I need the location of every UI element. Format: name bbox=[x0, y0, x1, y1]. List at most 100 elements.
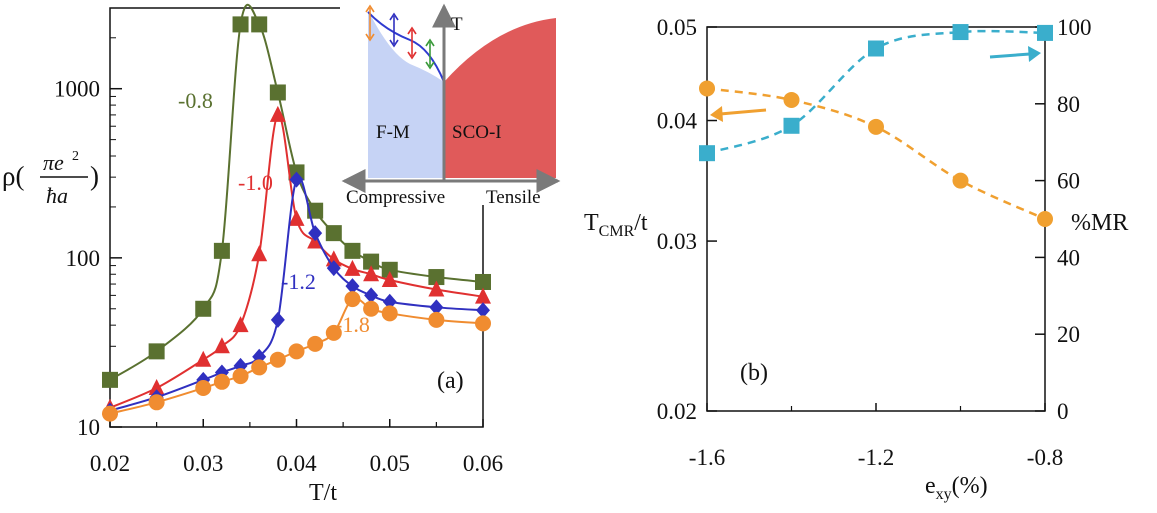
x-tick-label: 0.03 bbox=[183, 451, 223, 476]
data-point bbox=[363, 265, 380, 282]
data-point bbox=[344, 242, 361, 259]
series-line bbox=[109, 113, 484, 409]
data-point bbox=[382, 293, 397, 310]
data-point bbox=[269, 84, 286, 101]
data-point bbox=[364, 287, 379, 304]
series-line bbox=[706, 87, 1046, 221]
x-tick-label: 0.06 bbox=[463, 451, 503, 476]
data-point bbox=[381, 270, 398, 287]
data-point bbox=[148, 343, 165, 360]
y-tick-label: 100 bbox=[66, 246, 101, 271]
data-point bbox=[325, 324, 342, 341]
data-point bbox=[699, 80, 715, 97]
left-y-tick-label: 0.03 bbox=[657, 229, 697, 254]
data-point bbox=[102, 371, 118, 388]
data-point bbox=[269, 351, 286, 368]
data-point bbox=[307, 335, 324, 352]
data-point bbox=[270, 311, 285, 328]
data-point bbox=[1037, 211, 1053, 227]
inset-compressive-label: Compressive bbox=[346, 187, 445, 208]
data-point bbox=[308, 225, 323, 242]
data-point bbox=[699, 145, 715, 162]
data-point bbox=[326, 260, 341, 277]
data-point bbox=[148, 379, 165, 396]
data-point bbox=[251, 359, 268, 376]
data-point bbox=[475, 287, 491, 304]
data-point bbox=[232, 368, 249, 385]
right-y-tick-label: 20 bbox=[1057, 322, 1080, 347]
panel-a-y-axis-label: ρ( πe 2 ħa ) bbox=[2, 149, 99, 208]
data-point bbox=[868, 118, 884, 135]
data-point bbox=[381, 261, 398, 278]
panel-b-left-y-ticks: 0.02 0.03 0.04 0.05 bbox=[657, 15, 717, 424]
right-y-tick-label: 100 bbox=[1057, 15, 1092, 40]
data-point bbox=[345, 278, 360, 295]
data-point bbox=[102, 405, 118, 422]
x-tick-label: -1.6 bbox=[689, 445, 725, 470]
fluctuation-arrows bbox=[365, 4, 435, 70]
panel-b-x-axis-label: exy(%) bbox=[925, 473, 988, 503]
data-point bbox=[251, 245, 268, 262]
panel-b-right-y-axis-label: %MR bbox=[1071, 210, 1128, 236]
panel-b-plot-frame bbox=[706, 26, 1046, 412]
y-tick-label: 1000 bbox=[54, 77, 100, 102]
series-label-0.8: -0.8 bbox=[178, 88, 213, 113]
panel-b-x-ticks: -1.6 -1.2 -0.8 bbox=[689, 403, 1063, 470]
panel-a-x-ticks: 0.02 0.03 0.04 0.05 0.06 bbox=[90, 419, 503, 476]
svg-text:2: 2 bbox=[72, 149, 79, 164]
right-y-tick-label: 60 bbox=[1057, 169, 1080, 194]
inset-sco-label: SCO-I bbox=[452, 122, 502, 143]
data-point bbox=[952, 172, 969, 189]
data-point bbox=[232, 16, 249, 33]
data-point bbox=[325, 225, 342, 242]
data-point bbox=[232, 316, 249, 333]
data-point bbox=[269, 105, 286, 122]
series-right-axis bbox=[699, 80, 1053, 227]
data-point bbox=[213, 373, 230, 390]
panel-b-left-y-axis-label: TCMR/t bbox=[584, 210, 648, 240]
svg-text:): ) bbox=[90, 161, 99, 191]
phase-diagram-inset: T F-M SCO-I Compressive Tensile bbox=[340, 3, 562, 208]
data-point bbox=[344, 259, 361, 276]
panel-a-label: (a) bbox=[437, 368, 464, 394]
data-point bbox=[195, 350, 212, 367]
data-point bbox=[868, 40, 884, 57]
data-point bbox=[213, 337, 230, 354]
panel-b-series bbox=[699, 24, 1053, 227]
panel-a: 0.02 0.03 0.04 0.05 0.06 10 100 1000 T/t ρ( πe… bbox=[2, 3, 562, 506]
data-point bbox=[476, 302, 490, 319]
left-y-tick-label: 0.02 bbox=[657, 399, 697, 424]
data-point bbox=[428, 280, 445, 297]
x-tick-label: 0.04 bbox=[276, 451, 317, 476]
data-point bbox=[381, 305, 398, 322]
x-tick-label: 0.05 bbox=[370, 451, 410, 476]
svg-text:ρ(: ρ( bbox=[2, 161, 24, 191]
data-point bbox=[344, 291, 361, 308]
data-point bbox=[363, 300, 380, 317]
data-point bbox=[363, 253, 380, 270]
svg-text:ħa: ħa bbox=[46, 183, 68, 208]
data-point bbox=[783, 91, 800, 108]
inset-t-label: T bbox=[451, 14, 463, 35]
panel-a-series bbox=[102, 4, 491, 422]
sco-i-region bbox=[444, 18, 556, 178]
data-point bbox=[475, 273, 491, 290]
svg-text:πe: πe bbox=[43, 150, 64, 175]
data-point bbox=[288, 209, 305, 226]
data-point bbox=[307, 202, 324, 219]
panel-b-right-y-ticks: 0 20 40 60 80 100 bbox=[1035, 15, 1092, 424]
left-y-tick-label: 0.05 bbox=[657, 15, 697, 40]
panel-b-label: (b) bbox=[740, 360, 768, 386]
data-point bbox=[289, 171, 304, 188]
panel-a-y-ticks: 10 100 1000 bbox=[54, 7, 122, 440]
series-label-1.8: -1.8 bbox=[335, 312, 370, 337]
data-point bbox=[475, 315, 491, 332]
data-point bbox=[195, 380, 212, 397]
phase-boundary-curve bbox=[367, 11, 445, 83]
data-point bbox=[783, 117, 800, 134]
right-y-tick-label: 80 bbox=[1057, 92, 1080, 117]
inset-tensile-label: Tensile bbox=[486, 187, 541, 208]
panel-a-x-axis-label: T/t bbox=[309, 480, 337, 506]
series-line bbox=[706, 29, 1046, 155]
